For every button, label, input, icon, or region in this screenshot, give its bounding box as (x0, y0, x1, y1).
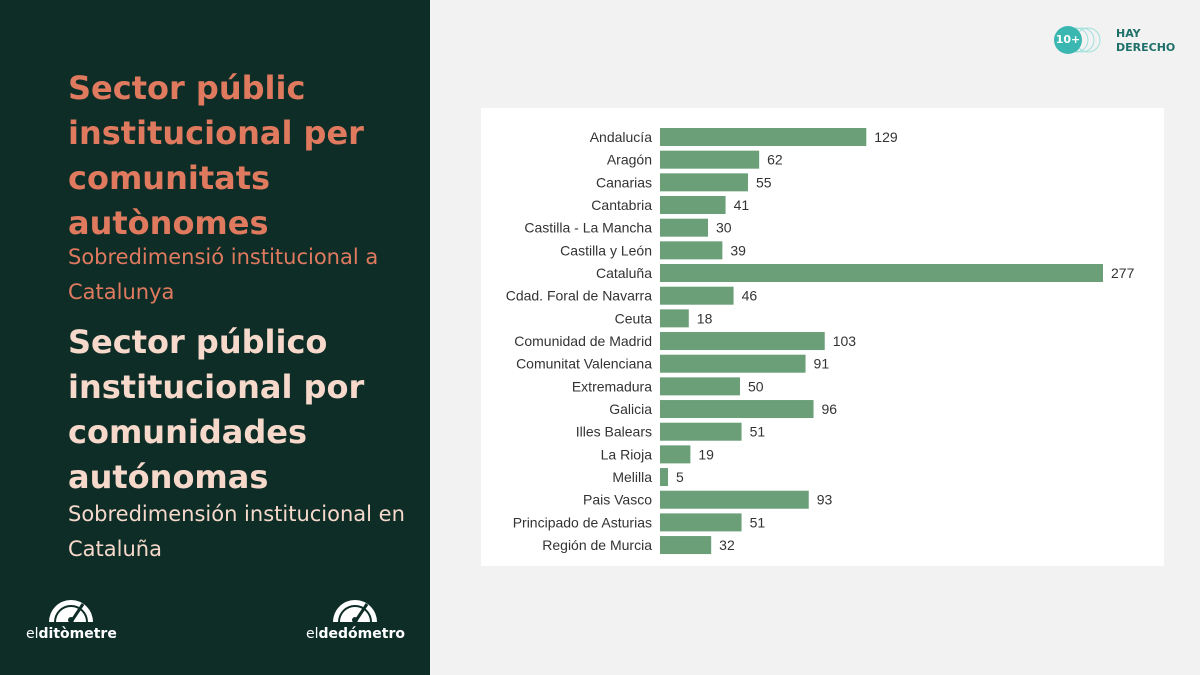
logo-elditometre: elditòmetre (26, 594, 117, 642)
hay-derecho-logo: 10+ HAY DERECHO (1054, 26, 1184, 56)
bar (660, 445, 691, 464)
value-label: 93 (817, 492, 833, 508)
value-label: 277 (1111, 265, 1135, 281)
category-label: Melilla (612, 469, 652, 485)
bar (660, 286, 734, 305)
value-label: 46 (742, 288, 758, 304)
category-label: Cantabria (591, 197, 652, 213)
category-label: Cdad. Foral de Navarra (506, 288, 653, 304)
bar (660, 218, 708, 237)
value-label: 50 (748, 378, 764, 394)
category-label: Canarias (596, 174, 652, 190)
title-catalan: Sector públic institucional per comunita… (68, 69, 364, 242)
subtitle-spanish: Sobredimensión institucional en Cataluña (68, 502, 405, 561)
value-label: 91 (814, 356, 830, 372)
bar (660, 241, 723, 260)
value-label: 103 (833, 333, 857, 349)
value-label: 32 (719, 537, 735, 553)
brand-badge: 10+ (1054, 26, 1082, 54)
bar (660, 468, 668, 487)
bar (660, 196, 726, 215)
value-label: 51 (750, 424, 766, 440)
category-label: Pais Vasco (583, 492, 652, 508)
subtitle-catalan: Sobredimensió institucional a Catalunya (68, 245, 379, 304)
brand-line1: HAY (1116, 27, 1141, 40)
logo-eldedometro-text: eldedómetro (306, 626, 405, 642)
bar (660, 422, 742, 441)
category-label: Galicia (609, 401, 652, 417)
value-label: 18 (697, 310, 713, 326)
logo-eldedometro: eldedómetro (306, 594, 405, 642)
bar (660, 490, 809, 509)
gauge-icon (333, 600, 378, 623)
value-label: 39 (730, 242, 746, 258)
bar (660, 150, 760, 169)
logo-elditometre-text: elditòmetre (26, 626, 117, 642)
category-label: La Rioja (601, 446, 653, 462)
bar (660, 332, 825, 351)
value-label: 96 (822, 401, 838, 417)
bar (660, 173, 748, 192)
value-label: 129 (874, 129, 898, 145)
category-label: Castilla y León (560, 242, 652, 258)
bar-chart: Andalucía 129 Aragón 62 Canarias 55 Cantabria 4… (506, 128, 1135, 555)
category-label: Extremadura (572, 378, 652, 394)
gauge-icon (49, 600, 94, 623)
bar (660, 377, 740, 396)
bar (660, 264, 1103, 283)
category-label: Castilla - La Mancha (524, 220, 652, 236)
bar (660, 309, 689, 328)
category-label: Principado de Asturias (513, 514, 652, 530)
bar (660, 128, 867, 146)
left-panel: Sector públic institucional per comunita… (0, 0, 430, 675)
value-label: 55 (756, 174, 772, 190)
category-label: Cataluña (596, 265, 652, 281)
value-label: 5 (676, 469, 684, 485)
value-label: 41 (734, 197, 750, 213)
brand-name: HAY DERECHO (1116, 27, 1175, 55)
chart-card: Andalucía 129 Aragón 62 Canarias 55 Cantabria 4… (481, 108, 1164, 566)
category-label: Región de Murcia (542, 537, 652, 553)
category-label: Ceuta (615, 310, 653, 326)
bar (660, 354, 806, 373)
category-label: Illes Balears (576, 424, 652, 440)
bar (660, 400, 814, 419)
category-label: Comunidad de Madrid (514, 333, 652, 349)
value-label: 30 (716, 220, 732, 236)
value-label: 19 (698, 446, 714, 462)
value-label: 51 (750, 514, 766, 530)
title-spanish: Sector público institucional por comunid… (68, 323, 365, 496)
brand-line2: DERECHO (1116, 41, 1176, 54)
bar (660, 536, 712, 555)
category-label: Comunitat Valenciana (516, 356, 652, 372)
category-label: Aragón (607, 152, 652, 168)
bar (660, 513, 742, 532)
value-label: 62 (767, 152, 783, 168)
category-label: Andalucía (590, 129, 652, 145)
